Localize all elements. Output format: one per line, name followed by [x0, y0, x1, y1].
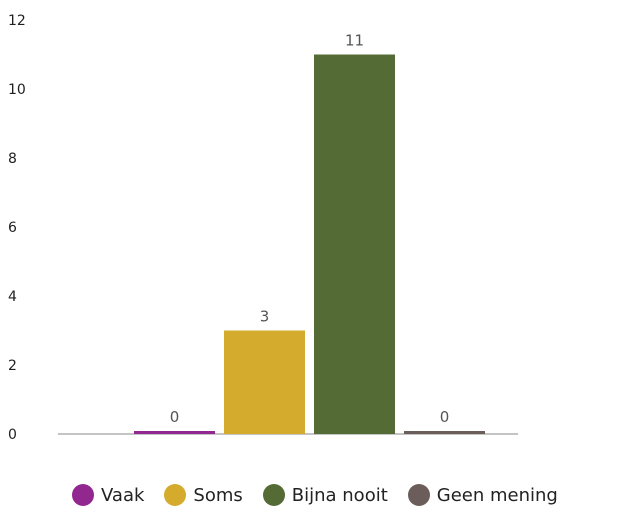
legend-label-soms: Soms [193, 484, 243, 506]
legend-label-geen-mening: Geen mening [436, 484, 558, 506]
legend: Vaak Soms Bijna nooit Geen mening [72, 484, 558, 506]
bar-geen-mening[interactable] [404, 431, 485, 434]
bar-bijna-nooit[interactable] [314, 54, 395, 435]
legend-swatch-geen-mening [407, 484, 430, 506]
legend-item-geen-mening[interactable]: Geen mening [407, 484, 558, 506]
bar-soms[interactable] [224, 330, 305, 435]
legend-item-soms[interactable]: Soms [164, 484, 243, 506]
y-tick-label: 6 [8, 220, 17, 236]
y-tick-label: 8 [8, 151, 17, 167]
chart-plot: 0 2 4 6 8 10 12 0 3 11 0 [8, 13, 518, 443]
data-label: 0 [170, 408, 180, 426]
y-tick-label: 12 [8, 13, 26, 29]
y-tick-label: 4 [8, 289, 17, 305]
y-tick-label: 2 [8, 358, 17, 374]
y-tick-label: 10 [8, 82, 26, 98]
data-label: 0 [440, 408, 450, 426]
legend-item-vaak[interactable]: Vaak [72, 484, 144, 506]
legend-item-bijna-nooit[interactable]: Bijna nooit [262, 484, 388, 506]
y-tick-label: 0 [8, 427, 17, 443]
legend-label-vaak: Vaak [101, 484, 145, 506]
data-label: 3 [260, 308, 270, 326]
bar-vaak[interactable] [134, 431, 215, 434]
data-label: 11 [345, 32, 364, 50]
legend-label-bijna-nooit: Bijna nooit [291, 484, 388, 506]
legend-swatch-soms [164, 484, 187, 506]
legend-swatch-bijna-nooit [262, 484, 285, 506]
legend-swatch-vaak [72, 484, 94, 506]
